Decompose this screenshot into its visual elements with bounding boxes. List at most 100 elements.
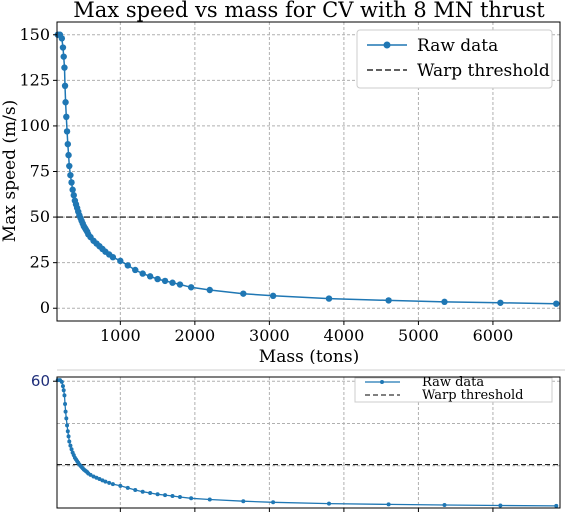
data-point xyxy=(385,297,392,304)
data-point xyxy=(107,480,112,485)
x-tick-label: 1000 xyxy=(100,326,141,345)
data-point xyxy=(69,447,74,452)
data-point xyxy=(58,35,66,42)
x-tick-label: 5000 xyxy=(398,326,439,345)
data-point xyxy=(59,379,64,384)
data-point xyxy=(441,298,448,306)
data-point xyxy=(133,488,138,493)
inset-raw-points xyxy=(55,378,559,508)
y-ticks: 0 25 50 75 100 125 150 xyxy=(19,25,57,317)
data-point xyxy=(271,500,276,505)
data-point xyxy=(61,64,68,71)
data-point xyxy=(88,472,93,477)
x-tick-label: 2000 xyxy=(174,326,215,345)
data-point xyxy=(109,253,117,261)
x-ticks: 1000 2000 3000 4000 5000 6000 xyxy=(100,321,513,345)
chart-title: Max speed vs mass for CV with 8 MN thrus… xyxy=(73,0,545,22)
x-tick-label: 6000 xyxy=(473,326,514,345)
data-point xyxy=(553,300,560,307)
inset-frame xyxy=(56,376,561,509)
data-point xyxy=(189,496,194,501)
data-point xyxy=(110,482,115,487)
data-point xyxy=(61,388,66,393)
data-point xyxy=(63,409,68,414)
data-point xyxy=(442,503,447,508)
y-tick-label: 125 xyxy=(19,70,50,89)
data-point xyxy=(161,277,169,285)
data-point xyxy=(62,99,69,106)
data-point xyxy=(155,492,160,497)
data-point xyxy=(170,493,175,498)
legend-raw-marker xyxy=(383,41,391,49)
data-point xyxy=(187,284,195,291)
data-point xyxy=(62,393,67,398)
data-point xyxy=(65,151,72,159)
data-point xyxy=(68,179,75,186)
data-point xyxy=(269,292,277,300)
data-point xyxy=(65,429,70,434)
data-point xyxy=(65,423,70,428)
data-point xyxy=(66,162,73,170)
data-point xyxy=(103,479,108,484)
data-point xyxy=(206,286,213,294)
main-grid xyxy=(57,22,560,321)
y-tick-label: 150 xyxy=(19,25,50,44)
inset-chart: 60 Raw data Warp threshold xyxy=(31,372,561,512)
y-tick-label: 100 xyxy=(19,116,50,135)
data-point xyxy=(154,275,161,283)
y-tick-label: 60 xyxy=(31,372,50,390)
data-point xyxy=(240,290,247,297)
y-tick-label: 0 xyxy=(40,298,50,317)
data-point xyxy=(169,279,176,286)
data-point xyxy=(132,266,139,274)
data-point xyxy=(325,295,333,302)
data-point xyxy=(554,503,559,508)
data-point xyxy=(60,384,65,389)
inset-legend-raw-marker xyxy=(380,380,384,384)
data-point xyxy=(146,273,154,280)
data-point xyxy=(386,502,391,507)
inset-x-ticks xyxy=(119,508,494,512)
data-point xyxy=(66,434,71,439)
data-point xyxy=(326,501,331,506)
data-point xyxy=(64,140,72,148)
inset-legend: Raw data Warp threshold xyxy=(354,375,553,403)
y-tick-label: 75 xyxy=(30,162,50,181)
legend: Raw data Warp threshold xyxy=(356,29,553,89)
main-chart: Max speed vs mass for CV with 8 MN thrus… xyxy=(0,0,561,367)
data-point xyxy=(60,53,67,60)
data-point xyxy=(140,489,145,494)
x-tick-label: 4000 xyxy=(324,326,365,345)
data-point xyxy=(118,483,123,488)
x-axis-label: Mass (tons) xyxy=(259,347,359,367)
legend-threshold-label: Warp threshold xyxy=(417,61,550,81)
data-point xyxy=(63,113,70,121)
inset-legend-raw-label: Raw data xyxy=(422,375,484,390)
y-tick-label: 25 xyxy=(30,253,50,272)
data-point xyxy=(67,171,74,179)
data-point xyxy=(176,281,184,288)
raw-data-points xyxy=(54,31,560,307)
inset-y-ticks: 60 xyxy=(31,372,57,390)
data-point xyxy=(68,443,73,448)
data-point xyxy=(69,186,76,193)
data-point xyxy=(124,262,131,269)
data-point xyxy=(207,497,212,502)
data-point xyxy=(125,485,130,490)
data-point xyxy=(67,439,72,444)
data-point xyxy=(497,299,504,306)
data-point xyxy=(63,128,71,135)
data-point xyxy=(163,493,168,498)
y-axis-label: Max speed (m/s) xyxy=(0,100,20,242)
data-point xyxy=(61,82,69,90)
data-point xyxy=(64,416,69,421)
data-point xyxy=(117,257,124,265)
data-point xyxy=(177,495,182,500)
data-point xyxy=(59,44,67,51)
inset-legend-threshold-label: Warp threshold xyxy=(422,388,524,403)
x-tick-label: 3000 xyxy=(249,326,290,345)
data-point xyxy=(148,490,153,495)
data-point xyxy=(70,192,77,199)
data-point xyxy=(63,402,68,407)
